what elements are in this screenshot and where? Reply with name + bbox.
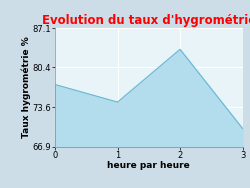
Y-axis label: Taux hygrométrie %: Taux hygrométrie % <box>21 36 31 138</box>
Title: Evolution du taux d'hygrométrie: Evolution du taux d'hygrométrie <box>42 14 250 27</box>
X-axis label: heure par heure: heure par heure <box>108 161 190 170</box>
